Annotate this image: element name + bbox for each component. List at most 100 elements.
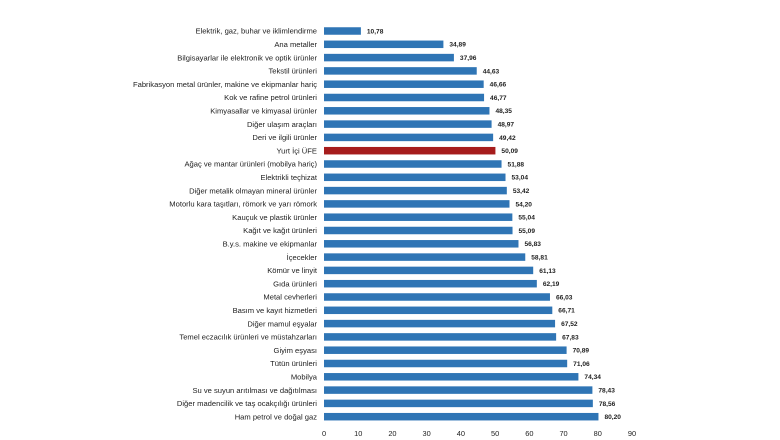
value-label: 34,89 [449,42,466,49]
bar [324,346,567,354]
bar [324,186,507,195]
bar [324,386,593,394]
bar [324,120,492,128]
x-tick-label: 10 [354,429,362,438]
value-label: 70,89 [573,348,590,355]
category-label: Diğer ulaşım araçları [247,120,317,129]
value-label: 46,77 [490,95,507,102]
bar [324,53,454,62]
category-label: Yurt İçi ÜFE [276,146,317,155]
bar-highlight [324,146,496,155]
category-label: Tütün ürünleri [270,359,317,368]
value-label: 78,43 [598,388,615,395]
value-label: 44,63 [483,68,500,75]
value-label: 46,66 [490,82,507,89]
value-label: 55,09 [519,228,536,235]
value-label: 50,09 [501,148,518,155]
bar [324,160,502,168]
value-label: 66,03 [556,294,573,301]
category-label: Diğer mamul eşyalar [247,319,317,328]
category-label: Diğer metalik olmayan mineral ürünler [189,186,317,195]
category-label: Deri ve ilgili ürünler [252,133,317,142]
x-tick-label: 80 [594,429,602,438]
bar [324,333,557,341]
x-tick-label: 60 [525,429,533,438]
value-label: 74,34 [584,374,601,381]
x-tick-label: 40 [457,429,465,438]
value-label: 78,56 [599,401,616,408]
category-label: Fabrikasyon metal ürünler, makine ve eki… [133,80,317,89]
bar [324,266,534,275]
category-label: İçecekler [287,253,318,262]
category-label: Metal cevherleri [263,293,317,302]
value-label: 53,04 [512,175,529,182]
category-label: Giyim eşyası [274,346,317,355]
bar [324,27,361,35]
value-label: 58,81 [531,255,548,262]
category-label: Kok ve rafine petrol ürünleri [224,93,317,102]
category-label: Elektrik, gaz, buhar ve iklimlendirme [195,27,317,36]
value-label: 54,20 [515,201,532,208]
category-label: Diğer madencilik ve taş ocakçılığı ürünl… [177,399,317,408]
bar [324,279,537,288]
category-label: Ağaç ve mantar ürünleri (mobilya hariç) [184,160,317,169]
value-label: 37,96 [460,55,477,62]
category-label: Tekstil ürünleri [268,67,317,76]
bar [324,293,550,301]
value-label: 71,06 [573,361,590,368]
value-label: 61,13 [539,268,556,275]
bar [324,253,526,261]
category-label: Bilgisayarlar ile elektronik ve optik ür… [177,53,317,62]
category-label: Mobilya [291,373,318,382]
category-label: Elektrikli teçhizat [260,173,317,182]
value-label: 55,04 [518,215,535,222]
value-label: 48,35 [495,108,512,115]
value-label: 48,97 [498,122,515,129]
value-label: 49,42 [499,135,516,142]
category-label: Kömür ve linyit [267,266,318,275]
category-label: Motorlu kara taşıtları, römork ve yarı r… [169,200,317,209]
x-tick-label: 90 [628,429,636,438]
bar [324,240,519,248]
x-tick-label: 20 [388,429,396,438]
category-label: Basım ve kayıt hizmetleri [233,306,318,315]
bar [324,133,494,142]
category-label: B.y.s. makine ve ekipmanlar [223,240,318,249]
x-tick-label: 50 [491,429,499,438]
category-label: Gıda ürünleri [273,279,317,288]
bar [324,213,513,221]
value-label: 67,83 [562,334,579,341]
bar [324,399,593,408]
category-label: Kauçuk ve plastik ürünler [232,213,317,222]
x-tick-label: 0 [322,429,326,438]
bar [324,67,477,75]
bar [324,226,513,235]
bar [324,359,568,368]
bar [324,40,444,49]
value-label: 67,52 [561,321,578,328]
bars-group [324,27,599,421]
value-label: 56,83 [524,241,541,248]
category-label: Temel eczacılık ürünleri ve müstahzarlar… [179,333,317,342]
x-tick-label: 70 [559,429,567,438]
value-label: 10,78 [367,28,384,35]
bar [324,200,510,208]
bar [324,306,553,315]
bar [324,93,485,102]
bar [324,173,506,182]
bar [324,107,490,115]
value-label: 62,19 [543,281,560,288]
category-label: Ham petrol ve doğal gaz [235,412,318,421]
value-label: 51,88 [508,161,525,168]
x-tick-label: 30 [423,429,431,438]
category-label: Kimyasallar ve kimyasal ürünler [210,107,317,116]
category-labels-group: Elektrik, gaz, buhar ve iklimlendirme Ana… [133,27,318,422]
x-axis-ticks-group: 0 10 20 30 40 50 60 70 80 90 [322,429,636,438]
value-label: 80,20 [604,414,621,421]
value-labels-group: 10,78 34,89 37,96 44,63 46,66 46,77 48,35 48,97… [367,28,621,421]
category-label: Ana metaller [274,40,317,49]
bar [324,319,556,328]
bar [324,373,579,381]
bar [324,80,484,88]
